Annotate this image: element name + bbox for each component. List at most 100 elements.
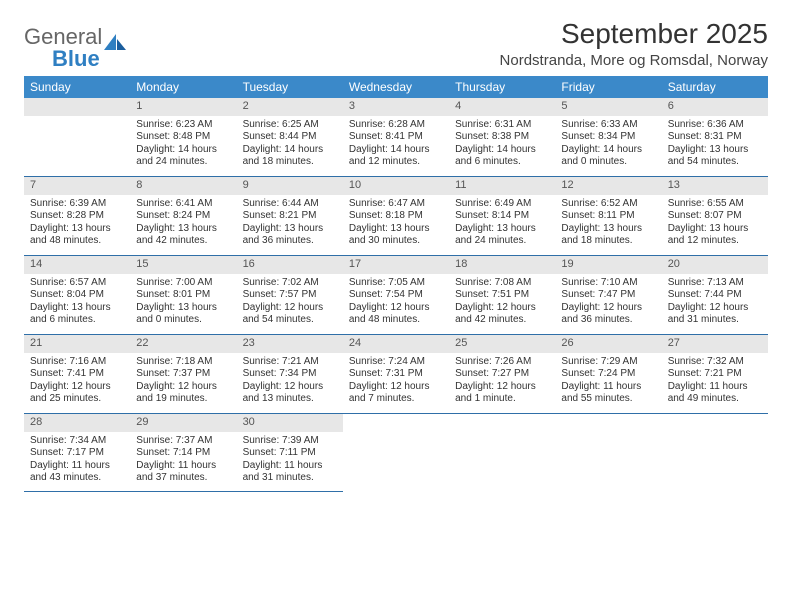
day-body <box>449 432 555 490</box>
day-cell: 25Sunrise: 7:26 AMSunset: 7:27 PMDayligh… <box>449 335 555 413</box>
day-body: Sunrise: 7:16 AMSunset: 7:41 PMDaylight:… <box>24 353 130 410</box>
sunrise-text: Sunrise: 6:39 AM <box>30 198 124 211</box>
day-number: 5 <box>555 98 661 116</box>
day-number: 14 <box>24 256 130 274</box>
day-body: Sunrise: 6:31 AMSunset: 8:38 PMDaylight:… <box>449 116 555 173</box>
day-number <box>662 414 768 432</box>
day-number: 17 <box>343 256 449 274</box>
sunrise-text: Sunrise: 7:34 AM <box>30 435 124 448</box>
day-cell: 5Sunrise: 6:33 AMSunset: 8:34 PMDaylight… <box>555 98 661 176</box>
daylight-text: Daylight: 12 hours and 7 minutes. <box>349 381 443 406</box>
sunrise-text: Sunrise: 6:28 AM <box>349 119 443 132</box>
day-body: Sunrise: 6:57 AMSunset: 8:04 PMDaylight:… <box>24 274 130 331</box>
day-number: 21 <box>24 335 130 353</box>
sunset-text: Sunset: 8:38 PM <box>455 131 549 144</box>
day-body: Sunrise: 6:47 AMSunset: 8:18 PMDaylight:… <box>343 195 449 252</box>
sunset-text: Sunset: 8:21 PM <box>243 210 337 223</box>
day-cell: 9Sunrise: 6:44 AMSunset: 8:21 PMDaylight… <box>237 177 343 255</box>
day-body: Sunrise: 6:36 AMSunset: 8:31 PMDaylight:… <box>662 116 768 173</box>
daylight-text: Daylight: 14 hours and 6 minutes. <box>455 144 549 169</box>
day-cell: 7Sunrise: 6:39 AMSunset: 8:28 PMDaylight… <box>24 177 130 255</box>
day-cell: 28Sunrise: 7:34 AMSunset: 7:17 PMDayligh… <box>24 414 130 492</box>
weekday-thursday: Thursday <box>449 76 555 98</box>
day-number: 4 <box>449 98 555 116</box>
daylight-text: Daylight: 13 hours and 24 minutes. <box>455 223 549 248</box>
daylight-text: Daylight: 14 hours and 0 minutes. <box>561 144 655 169</box>
day-cell: 18Sunrise: 7:08 AMSunset: 7:51 PMDayligh… <box>449 256 555 334</box>
week-row: 7Sunrise: 6:39 AMSunset: 8:28 PMDaylight… <box>24 177 768 256</box>
day-body: Sunrise: 7:34 AMSunset: 7:17 PMDaylight:… <box>24 432 130 489</box>
day-cell: 19Sunrise: 7:10 AMSunset: 7:47 PMDayligh… <box>555 256 661 334</box>
day-body: Sunrise: 7:26 AMSunset: 7:27 PMDaylight:… <box>449 353 555 410</box>
day-number: 26 <box>555 335 661 353</box>
day-cell: 16Sunrise: 7:02 AMSunset: 7:57 PMDayligh… <box>237 256 343 334</box>
day-cell: 30Sunrise: 7:39 AMSunset: 7:11 PMDayligh… <box>237 414 343 492</box>
day-number: 2 <box>237 98 343 116</box>
sunrise-text: Sunrise: 6:44 AM <box>243 198 337 211</box>
day-number: 27 <box>662 335 768 353</box>
week-row: 14Sunrise: 6:57 AMSunset: 8:04 PMDayligh… <box>24 256 768 335</box>
daylight-text: Daylight: 13 hours and 0 minutes. <box>136 302 230 327</box>
sunrise-text: Sunrise: 7:39 AM <box>243 435 337 448</box>
sunrise-text: Sunrise: 7:24 AM <box>349 356 443 369</box>
day-number: 10 <box>343 177 449 195</box>
calendar-page: GeneralBlue September 2025 Nordstranda, … <box>0 0 792 502</box>
sunrise-text: Sunrise: 7:05 AM <box>349 277 443 290</box>
day-body: Sunrise: 7:21 AMSunset: 7:34 PMDaylight:… <box>237 353 343 410</box>
day-body: Sunrise: 7:02 AMSunset: 7:57 PMDaylight:… <box>237 274 343 331</box>
weeks-container: 1Sunrise: 6:23 AMSunset: 8:48 PMDaylight… <box>24 98 768 492</box>
day-number: 25 <box>449 335 555 353</box>
month-title: September 2025 <box>500 18 768 50</box>
location-text: Nordstranda, More og Romsdal, Norway <box>500 52 768 69</box>
daylight-text: Daylight: 14 hours and 12 minutes. <box>349 144 443 169</box>
day-cell: 12Sunrise: 6:52 AMSunset: 8:11 PMDayligh… <box>555 177 661 255</box>
day-body: Sunrise: 7:00 AMSunset: 8:01 PMDaylight:… <box>130 274 236 331</box>
day-body: Sunrise: 7:32 AMSunset: 7:21 PMDaylight:… <box>662 353 768 410</box>
sunset-text: Sunset: 8:28 PM <box>30 210 124 223</box>
day-number: 13 <box>662 177 768 195</box>
day-body <box>343 432 449 490</box>
day-number: 18 <box>449 256 555 274</box>
day-body: Sunrise: 7:24 AMSunset: 7:31 PMDaylight:… <box>343 353 449 410</box>
day-cell: 26Sunrise: 7:29 AMSunset: 7:24 PMDayligh… <box>555 335 661 413</box>
weekday-wednesday: Wednesday <box>343 76 449 98</box>
day-body: Sunrise: 6:49 AMSunset: 8:14 PMDaylight:… <box>449 195 555 252</box>
sunset-text: Sunset: 7:54 PM <box>349 289 443 302</box>
sunset-text: Sunset: 8:14 PM <box>455 210 549 223</box>
day-body: Sunrise: 7:05 AMSunset: 7:54 PMDaylight:… <box>343 274 449 331</box>
day-cell: 17Sunrise: 7:05 AMSunset: 7:54 PMDayligh… <box>343 256 449 334</box>
day-body: Sunrise: 6:25 AMSunset: 8:44 PMDaylight:… <box>237 116 343 173</box>
sunrise-text: Sunrise: 6:33 AM <box>561 119 655 132</box>
day-body: Sunrise: 7:10 AMSunset: 7:47 PMDaylight:… <box>555 274 661 331</box>
daylight-text: Daylight: 11 hours and 37 minutes. <box>136 460 230 485</box>
day-number: 22 <box>130 335 236 353</box>
sunrise-text: Sunrise: 7:02 AM <box>243 277 337 290</box>
day-cell: 27Sunrise: 7:32 AMSunset: 7:21 PMDayligh… <box>662 335 768 413</box>
day-cell: 23Sunrise: 7:21 AMSunset: 7:34 PMDayligh… <box>237 335 343 413</box>
calendar-grid: Sunday Monday Tuesday Wednesday Thursday… <box>24 76 768 492</box>
daylight-text: Daylight: 13 hours and 42 minutes. <box>136 223 230 248</box>
day-cell: 15Sunrise: 7:00 AMSunset: 8:01 PMDayligh… <box>130 256 236 334</box>
logo-text-blue: Blue <box>24 46 100 71</box>
day-number: 16 <box>237 256 343 274</box>
sunset-text: Sunset: 7:11 PM <box>243 447 337 460</box>
day-cell <box>555 414 661 492</box>
day-cell: 11Sunrise: 6:49 AMSunset: 8:14 PMDayligh… <box>449 177 555 255</box>
day-cell: 20Sunrise: 7:13 AMSunset: 7:44 PMDayligh… <box>662 256 768 334</box>
sunset-text: Sunset: 8:31 PM <box>668 131 762 144</box>
sunrise-text: Sunrise: 6:57 AM <box>30 277 124 290</box>
sunset-text: Sunset: 7:24 PM <box>561 368 655 381</box>
sunset-text: Sunset: 8:01 PM <box>136 289 230 302</box>
day-body: Sunrise: 6:23 AMSunset: 8:48 PMDaylight:… <box>130 116 236 173</box>
daylight-text: Daylight: 13 hours and 6 minutes. <box>30 302 124 327</box>
daylight-text: Daylight: 12 hours and 1 minute. <box>455 381 549 406</box>
daylight-text: Daylight: 12 hours and 48 minutes. <box>349 302 443 327</box>
day-number: 6 <box>662 98 768 116</box>
day-number: 30 <box>237 414 343 432</box>
sunrise-text: Sunrise: 6:25 AM <box>243 119 337 132</box>
day-body <box>662 432 768 490</box>
sunrise-text: Sunrise: 7:13 AM <box>668 277 762 290</box>
sunrise-text: Sunrise: 7:00 AM <box>136 277 230 290</box>
weekday-saturday: Saturday <box>662 76 768 98</box>
day-body: Sunrise: 6:39 AMSunset: 8:28 PMDaylight:… <box>24 195 130 252</box>
